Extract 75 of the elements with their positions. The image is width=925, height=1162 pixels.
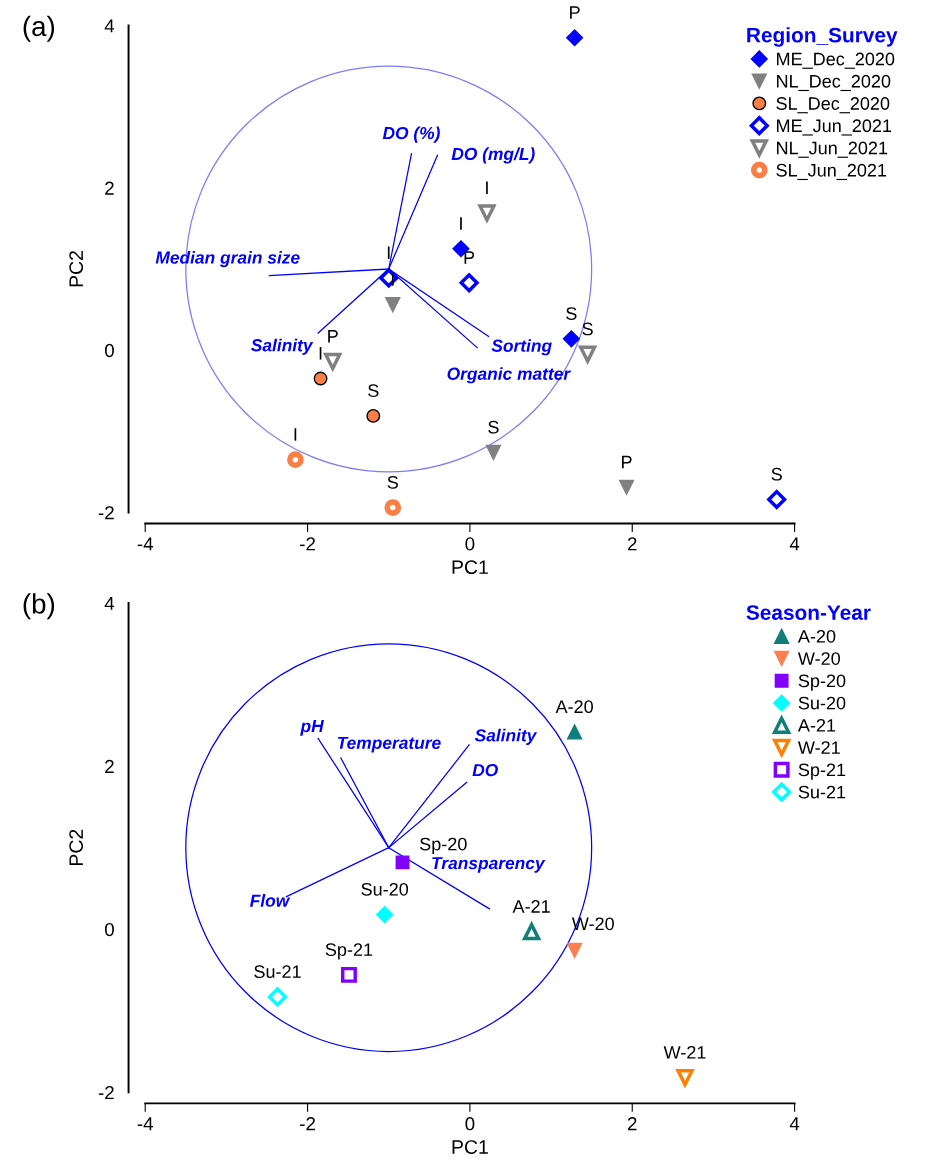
series-label: Flow (250, 894, 291, 907)
data-label: P (464, 251, 475, 264)
x-tick-label: -2 (300, 537, 315, 551)
data-label: S (488, 420, 499, 434)
series-label: DO (mg/L) (451, 147, 535, 164)
data-label: W-21 (663, 1045, 706, 1059)
data-label: S (566, 307, 577, 320)
legend-title: Region_Survey (747, 27, 898, 47)
series-label: DO (%) (382, 126, 440, 143)
legend-label: SL_Jun_2021 (776, 163, 887, 181)
x-tick-label: 2 (627, 537, 637, 551)
series-label: DO (472, 763, 498, 777)
data-label: I (391, 273, 394, 286)
y-tick-label: 4 (104, 19, 115, 33)
x-tick-label: 2 (627, 1117, 637, 1131)
legend-label: Su-20 (798, 696, 846, 710)
series-label: Organic matter (447, 367, 571, 384)
series-label: Salinity (474, 728, 538, 745)
data-label: S (368, 384, 379, 398)
x-tick-label: -2 (300, 1117, 315, 1131)
legend-label: NL_Dec_2020 (777, 74, 891, 92)
y-tick-label: 2 (105, 759, 114, 773)
x-axis-title: PC1 (452, 1140, 488, 1154)
x-tick-label: 4 (789, 1117, 800, 1131)
x-tick-label: -4 (137, 537, 154, 551)
data-label: S (771, 467, 782, 481)
series-label: Transparency (432, 857, 546, 873)
data-label: P (622, 455, 632, 469)
data-label: P (328, 330, 338, 343)
legend-label: SL_Dec_2020 (776, 97, 890, 114)
y-tick-label: 0 (104, 922, 114, 937)
data-label: I (460, 217, 462, 230)
legend-label: W-20 (797, 652, 840, 665)
data-label: I (319, 347, 322, 360)
y-tick-label: 4 (104, 596, 115, 610)
legend-label: Su-21 (798, 785, 846, 799)
y-tick-label: -2 (98, 1085, 114, 1100)
data-label: P (570, 6, 580, 19)
data-label: Sp-21 (325, 943, 373, 960)
legend-label: ME_Jun_2021 (777, 119, 892, 136)
data-label: I (486, 181, 488, 194)
y-tick-label: 0 (104, 343, 114, 358)
data-label: Su-20 (361, 882, 409, 896)
legend-label: A-21 (797, 718, 836, 732)
data-label: A-21 (512, 900, 550, 913)
data-label: A-20 (555, 700, 593, 714)
y-axis-title: PC2 (69, 251, 84, 287)
x-tick-label: 0 (465, 1117, 475, 1131)
x-tick-label: -4 (137, 1117, 154, 1131)
legend-label: W-21 (797, 741, 840, 754)
y-tick-label: -2 (98, 506, 114, 520)
legend-label: NL_Jun_2021 (777, 141, 888, 158)
series-label: Salinity (251, 338, 314, 355)
data-label: S (582, 322, 593, 336)
legend-title: Season-Year (746, 605, 871, 620)
x-tick-label: 4 (789, 537, 800, 551)
legend-label: Sp-20 (798, 674, 846, 691)
data-label: Sp-20 (420, 837, 467, 855)
y-tick-label: 2 (105, 181, 114, 195)
x-tick-label: 0 (465, 537, 475, 551)
legend-label: Sp-21 (798, 763, 846, 780)
text: (b) (23, 593, 55, 620)
x-axis-title: PC1 (452, 560, 488, 575)
legend-label: ME_Dec_2020 (777, 52, 895, 69)
data-label: I (294, 428, 297, 441)
series-label: pH (300, 720, 324, 736)
data-label: S (387, 475, 398, 489)
text: (a) (23, 15, 55, 42)
series-label: Sorting (491, 339, 552, 356)
series-label: Temperature (337, 736, 441, 753)
y-axis-title: PC2 (69, 829, 84, 865)
series-label: Median grain size (155, 250, 300, 268)
data-label: Su-21 (254, 965, 301, 979)
legend-label: A-20 (797, 629, 836, 643)
data-label: I (387, 246, 390, 259)
